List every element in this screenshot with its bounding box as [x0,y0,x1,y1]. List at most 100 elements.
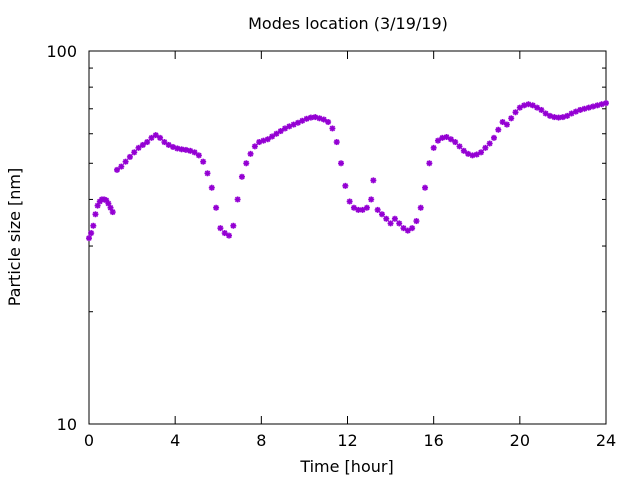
data-point [374,206,381,213]
data-point [329,125,336,132]
data-point [603,100,609,107]
data-point [204,170,211,177]
data-point [157,134,164,141]
data-point [417,204,424,211]
data-point [594,102,601,109]
data-point [135,144,142,151]
data-point [478,149,485,156]
data-point [413,218,420,225]
data-point [508,115,515,122]
data-point [107,204,114,211]
data-point [590,103,597,110]
data-point [383,215,390,222]
data-point [131,149,138,156]
data-point [118,163,125,170]
data-point [542,110,549,117]
data-point [325,119,332,126]
data-point [213,204,220,211]
data-point [368,196,375,203]
x-tick-label: 4 [170,431,180,450]
data-point [512,109,519,116]
y-axis-ticks: 10 100 [46,42,606,434]
data-point [338,160,345,167]
data-point [144,139,151,146]
data-point [555,114,562,121]
data-point [234,196,241,203]
data-point [426,160,433,167]
x-axis-ticks: 0 4 8 12 16 20 24 [84,51,616,450]
data-point [404,227,411,234]
data-point [503,121,510,128]
data-point [247,150,254,157]
data-point [346,198,353,205]
data-point [534,104,541,111]
data-point [251,143,258,150]
data-point [342,182,349,189]
data-point [460,147,467,154]
data-point [273,130,280,137]
data-point [363,204,370,211]
x-tick-label: 20 [510,431,530,450]
data-point [495,126,502,133]
data-point [525,101,532,108]
data-point [400,225,407,232]
data-point [529,102,536,109]
data-point [226,232,233,239]
x-tick-label: 16 [423,431,443,450]
data-point [152,132,159,139]
x-tick-label: 0 [84,431,94,450]
data-point [86,235,92,242]
data-point [114,166,121,173]
data-point [269,133,276,140]
data-point [396,220,403,227]
data-point [355,206,362,213]
data-point [90,222,97,229]
data-point [92,211,99,218]
chart-title: Modes location (3/19/19) [248,14,448,33]
data-point [465,150,472,157]
data-point [277,128,284,135]
data-point [195,152,202,159]
data-point [200,158,207,165]
data-point [538,106,545,113]
data-point [551,114,558,121]
data-point [409,225,416,232]
data-point [191,149,198,156]
y-tick-label: 10 [57,415,77,434]
data-point [378,211,385,218]
y-axis-label: Particle size [nm] [5,168,24,307]
x-axis-label: Time [hour] [299,457,393,476]
data-point [490,134,497,141]
data-point [148,134,155,141]
data-point [126,153,133,160]
data-point [230,222,237,229]
data-point [264,136,271,143]
y-tick-label: 100 [46,42,77,61]
data-point [391,215,398,222]
data-point [456,143,463,150]
data-point [443,134,450,141]
data-point [109,209,116,216]
data-point [139,141,146,148]
data-point [430,144,437,151]
data-point [370,177,377,184]
data-point [88,230,95,237]
data-point [482,144,489,151]
x-tick-label: 8 [256,431,266,450]
data-point [499,119,506,126]
data-point [516,104,523,111]
data-point [320,116,327,123]
data-point [422,184,429,191]
data-point [452,139,459,146]
data-point [217,225,224,232]
data-point [564,112,571,119]
x-tick-label: 24 [596,431,616,450]
data-point [486,140,493,147]
data-points [86,100,609,242]
data-point [333,139,340,146]
data-point [221,230,228,237]
data-point [122,158,129,165]
data-point [208,184,215,191]
data-point [447,136,454,143]
